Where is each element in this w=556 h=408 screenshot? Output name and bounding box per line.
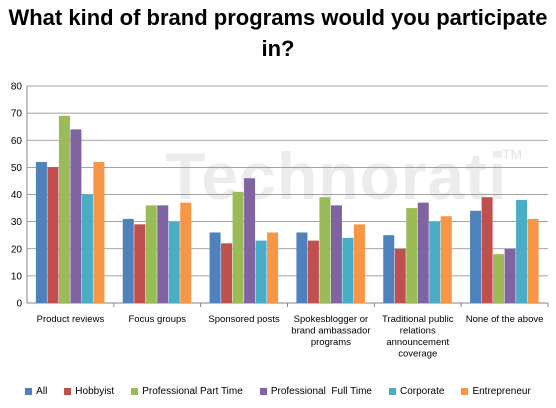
y-tick-label: 0 xyxy=(16,299,22,310)
bar xyxy=(342,237,354,303)
legend-label: All xyxy=(36,386,48,397)
legend-label: Professional Part Time xyxy=(142,386,243,397)
legend-label: Professional Full Time xyxy=(270,386,372,397)
bar xyxy=(527,218,539,303)
y-tick-label: 20 xyxy=(11,244,23,255)
bar xyxy=(440,216,452,303)
bar xyxy=(70,129,82,303)
bar xyxy=(353,224,365,303)
bar xyxy=(394,248,406,303)
bar xyxy=(122,218,134,303)
bar xyxy=(493,254,505,303)
bar xyxy=(417,202,429,303)
bar xyxy=(516,199,528,303)
legend-label: Corporate xyxy=(399,386,445,397)
x-tick-label: Sponsored posts xyxy=(208,314,280,325)
x-tick-label: Spokesblogger or brand ambassador programs xyxy=(291,314,370,348)
legend-swatch xyxy=(25,388,33,395)
y-tick-label: 80 xyxy=(11,82,23,93)
bar xyxy=(481,197,493,303)
watermark-tm: TM xyxy=(502,146,523,162)
legend-label: Hobbyist xyxy=(75,386,115,397)
chart-legend: All Hobbyist Professional Part Time Profess… xyxy=(0,386,556,397)
bar xyxy=(81,194,93,303)
bar xyxy=(180,202,192,303)
bar xyxy=(134,224,146,303)
bar xyxy=(221,243,233,303)
bar xyxy=(35,161,47,303)
bar xyxy=(244,178,256,303)
legend-item: All xyxy=(25,386,47,397)
y-tick-label: 30 xyxy=(11,217,23,228)
bar xyxy=(232,191,244,303)
bar xyxy=(383,235,395,303)
legend-label: Entrepreneur xyxy=(472,386,531,397)
bar xyxy=(504,248,516,303)
bar xyxy=(429,221,441,303)
x-tick-label: Focus groups xyxy=(128,314,186,325)
bar xyxy=(47,167,59,303)
bar xyxy=(406,208,418,303)
legend-item: Corporate xyxy=(388,386,445,397)
bar xyxy=(209,232,221,303)
legend-swatch xyxy=(259,388,267,395)
bar xyxy=(168,221,180,303)
x-tick-label: None of the above xyxy=(466,314,544,325)
bar xyxy=(267,232,279,303)
x-tick-label: Product reviews xyxy=(37,314,105,325)
x-tick-label: Traditional public relations announcement c… xyxy=(382,314,454,360)
y-tick-label: 50 xyxy=(11,163,23,174)
bar xyxy=(296,232,308,303)
legend-item: Entrepreneur xyxy=(461,386,531,397)
legend-swatch xyxy=(131,388,139,395)
legend-item: Professional Part Time xyxy=(131,386,243,397)
bar xyxy=(255,240,267,303)
bar xyxy=(93,161,105,303)
legend-item: Hobbyist xyxy=(64,386,114,397)
legend-swatch xyxy=(64,388,72,395)
y-tick-label: 60 xyxy=(11,136,23,147)
chart-title: What kind of brand programs would you pa… xyxy=(8,5,548,61)
y-tick-label: 40 xyxy=(11,190,23,201)
bar xyxy=(307,240,319,303)
y-tick-label: 70 xyxy=(11,109,23,120)
bar xyxy=(330,205,342,303)
bar xyxy=(145,205,157,303)
y-tick-label: 10 xyxy=(11,271,23,282)
legend-item: Professional Full Time xyxy=(259,386,372,397)
bar xyxy=(157,205,169,303)
legend-swatch xyxy=(461,388,469,395)
bar xyxy=(319,197,331,303)
legend-swatch xyxy=(388,388,396,395)
bar xyxy=(58,115,70,304)
bar xyxy=(470,210,482,303)
